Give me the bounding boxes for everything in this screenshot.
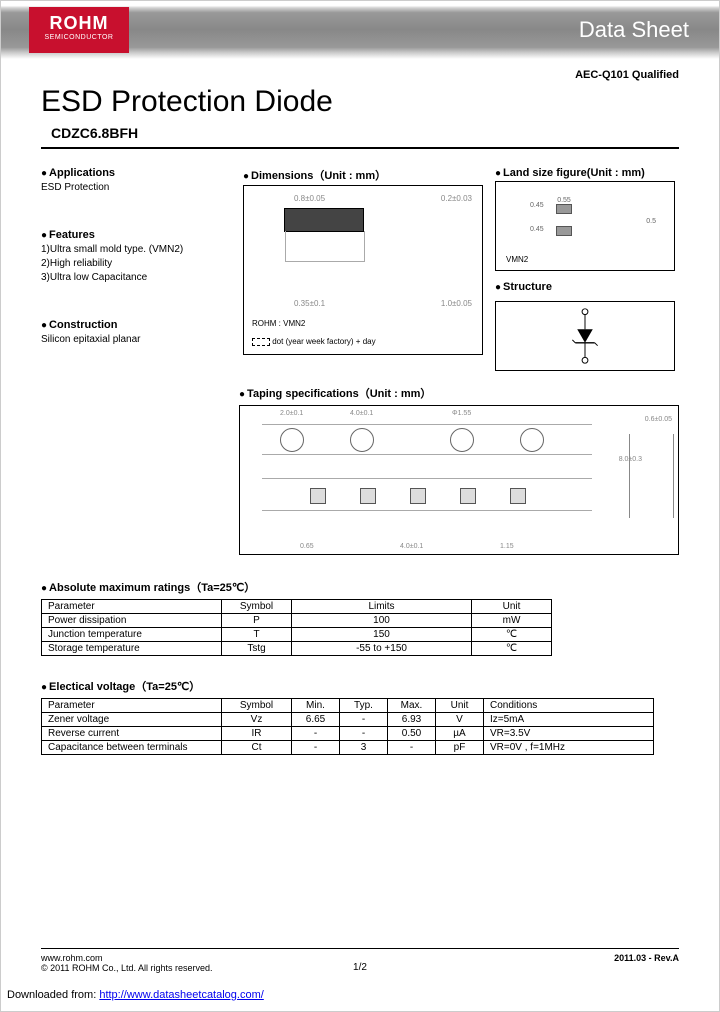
right-column: Land size figure(Unit : mm) 0.55 0.45 0.… <box>495 161 675 371</box>
footer-rev: 2011.03 - Rev.A <box>614 953 679 973</box>
brand-name: ROHM <box>29 13 129 34</box>
header-bar: ROHM SEMICONDUCTOR Data Sheet <box>1 1 719 59</box>
download-prefix: Downloaded from: <box>7 989 99 1001</box>
taping-diagram: 2.0±0.1 4.0±0.1 Φ1.55 8.0±0.3 0.6±0.05 0… <box>239 405 679 555</box>
dimensions-diagram: 0.8±0.05 0.2±0.03 0.35±0.1 1.0±0.05 ROHM… <box>243 185 483 355</box>
footer-left: www.rohm.com © 2011 ROHM Co., Ltd. All r… <box>41 953 213 973</box>
dim-pad: 0.35±0.1 <box>294 299 325 308</box>
brand-subtitle: SEMICONDUCTOR <box>29 34 129 41</box>
page: ROHM SEMICONDUCTOR Data Sheet AEC-Q101 Q… <box>0 0 720 1012</box>
electrical-table: Parameter Symbol Min. Typ. Max. Unit Con… <box>41 698 654 755</box>
applications-body: ESD Protection <box>41 181 231 195</box>
rohm-pkg-label: ROHM : VMN2 <box>252 319 305 328</box>
taping-section: Taping specifications（Unit : mm） 2.0±0.1… <box>239 385 679 555</box>
table-row: Capacitance between terminalsCt-3-pFVR=0… <box>42 741 654 755</box>
doc-type-label: Data Sheet <box>579 17 689 43</box>
page-number: 1/2 <box>353 962 367 973</box>
table-row: Reverse currentIR--0.50µAVR=3.5V <box>42 727 654 741</box>
absmax-heading: Absolute maximum ratings（Ta=25℃） <box>41 579 679 595</box>
qualifier-text: AEC-Q101 Qualified <box>41 69 679 81</box>
feature-1: 1)Ultra small mold type. (VMN2) <box>41 243 231 257</box>
left-column: Applications ESD Protection Features 1)U… <box>41 161 231 371</box>
zener-symbol-icon <box>496 302 674 370</box>
structure-diagram <box>495 301 675 371</box>
structure-heading: Structure <box>495 281 675 293</box>
content-area: AEC-Q101 Qualified ESD Protection Diode … <box>1 59 719 755</box>
dim-l: 1.0±0.05 <box>441 299 472 308</box>
table-row: Zener voltageVz6.65-6.93VIz=5mA <box>42 713 654 727</box>
electrical-heading: Electical voltage（Ta=25℃） <box>41 678 679 694</box>
land-heading: Land size figure(Unit : mm) <box>495 167 675 179</box>
footer-url: www.rohm.com <box>41 953 213 963</box>
land-pads: 0.55 <box>556 197 572 248</box>
brand-logo: ROHM SEMICONDUCTOR <box>29 7 129 53</box>
footer-copyright: © 2011 ROHM Co., Ltd. All rights reserve… <box>41 963 213 973</box>
dim-w: 0.8±0.05 <box>294 194 325 203</box>
table-header-row: Parameter Symbol Min. Typ. Max. Unit Con… <box>42 699 654 713</box>
table-row: Storage temperatureTstg-55 to +150℃ <box>42 642 552 656</box>
page-title: ESD Protection Diode <box>41 85 679 119</box>
dot-code-label: dot (year week factory) + day <box>252 337 376 346</box>
download-link[interactable]: http://www.datasheetcatalog.com/ <box>99 989 263 1001</box>
features-heading: Features <box>41 229 231 241</box>
land-diagram: 0.55 0.45 0.45 0.5 VMN2 <box>495 181 675 271</box>
table-row: Junction temperatureT150℃ <box>42 628 552 642</box>
table-header-row: Parameter Symbol Limits Unit <box>42 600 552 614</box>
applications-heading: Applications <box>41 167 231 179</box>
download-note: Downloaded from: http://www.datasheetcat… <box>7 989 264 1001</box>
dimensions-heading: Dimensions（Unit : mm） <box>243 167 483 183</box>
construction-body: Silicon epitaxial planar <box>41 333 231 347</box>
feature-2: 2)High reliability <box>41 257 231 271</box>
table-row: Power dissipationP100mW <box>42 614 552 628</box>
feature-3: 3)Ultra low Capacitance <box>41 271 231 285</box>
part-number: CDZC6.8BFH <box>51 125 679 141</box>
middle-column: Dimensions（Unit : mm） 0.8±0.05 0.2±0.03 … <box>243 161 483 371</box>
absmax-table: Parameter Symbol Limits Unit Power dissi… <box>41 599 552 656</box>
title-rule <box>41 147 679 149</box>
dim-h1: 0.2±0.03 <box>441 194 472 203</box>
construction-heading: Construction <box>41 319 231 331</box>
package-outline <box>284 208 364 232</box>
land-pkg-label: VMN2 <box>506 255 528 264</box>
tables-area: Absolute maximum ratings（Ta=25℃） Paramet… <box>41 579 679 755</box>
top-columns: Applications ESD Protection Features 1)U… <box>41 161 679 371</box>
taping-heading: Taping specifications（Unit : mm） <box>239 385 679 401</box>
